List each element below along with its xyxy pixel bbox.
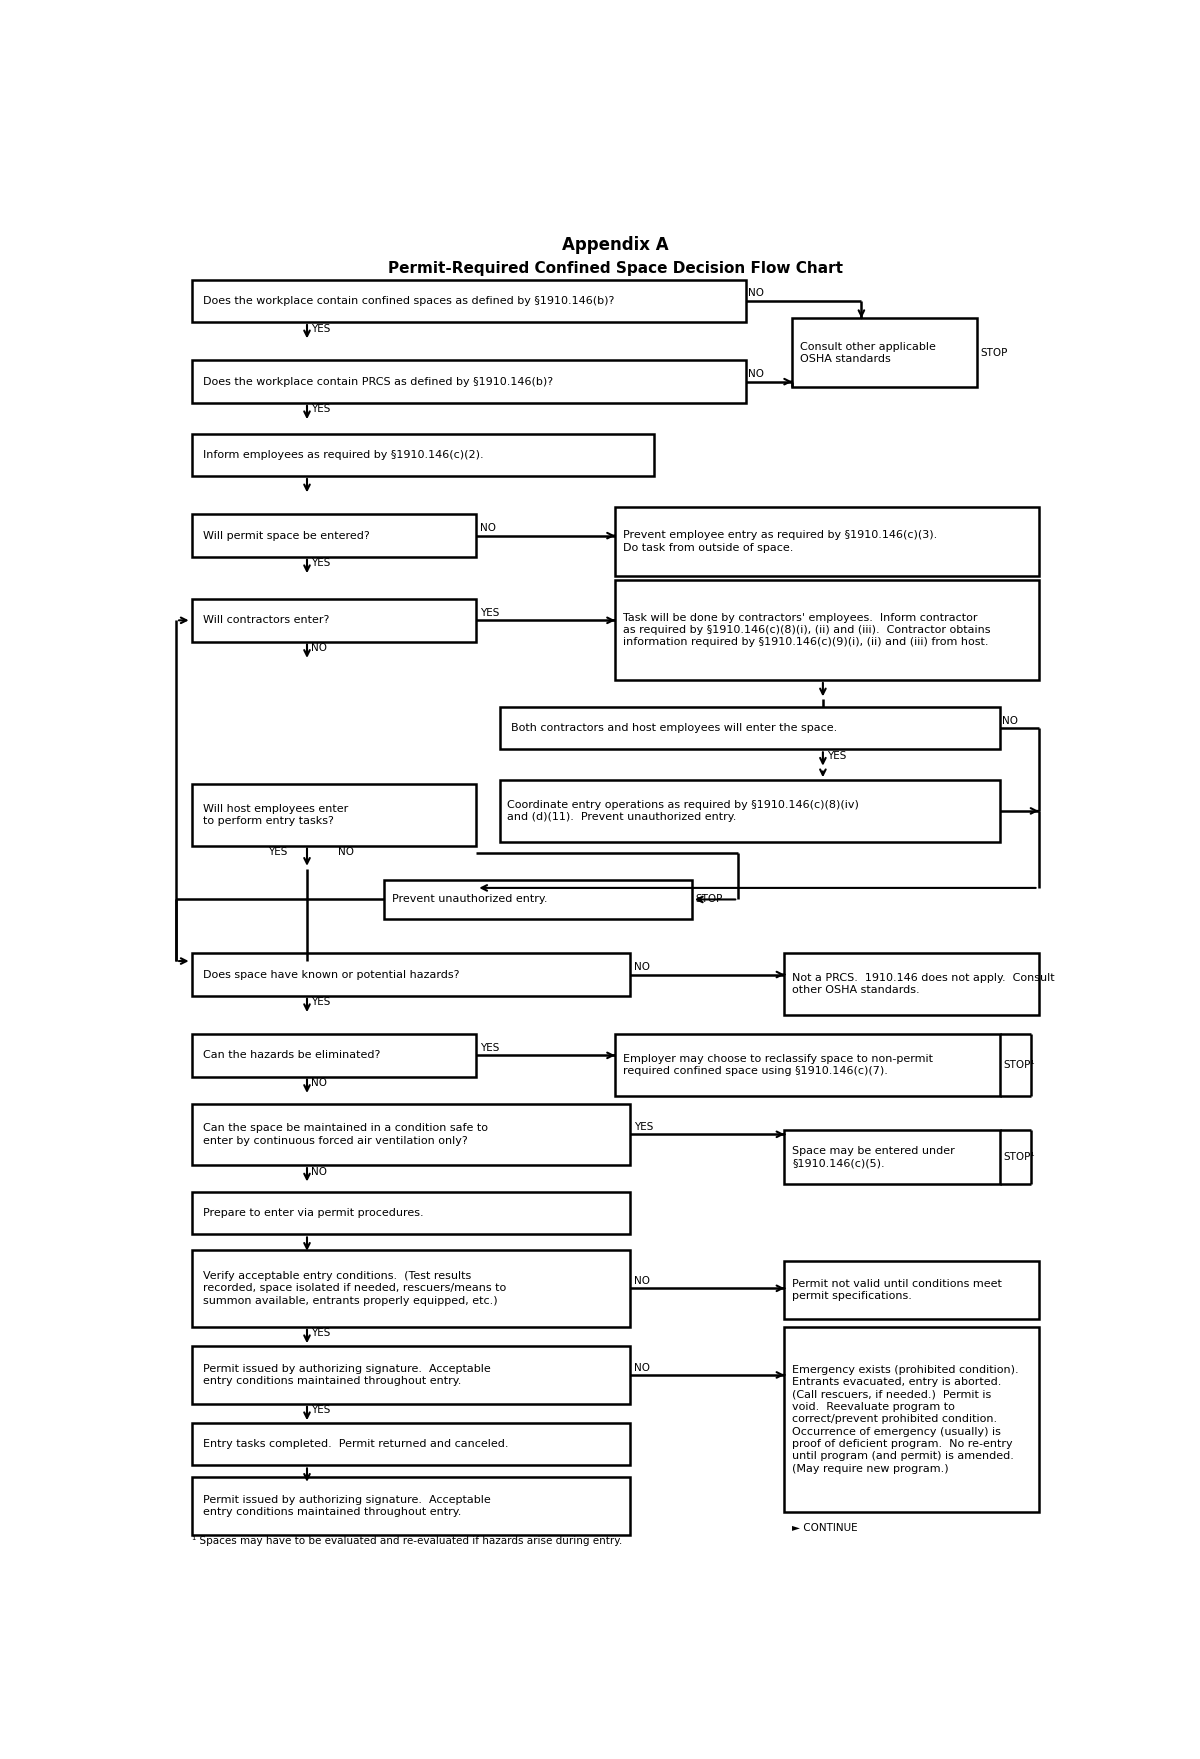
Text: STOP¹: STOP¹	[1004, 1152, 1036, 1163]
Text: Permit issued by authorizing signature.  Acceptable
entry conditions maintained : Permit issued by authorizing signature. …	[203, 1495, 491, 1516]
Text: Permit-Required Confined Space Decision Flow Chart: Permit-Required Confined Space Decision …	[388, 260, 842, 276]
Text: YES: YES	[311, 558, 330, 568]
Bar	[785, 953, 1038, 1015]
Bar	[192, 434, 654, 477]
Text: Permit not valid until conditions meet
permit specifications.: Permit not valid until conditions meet p…	[792, 1279, 1002, 1302]
Text: YES: YES	[311, 1328, 330, 1339]
Text: STOP¹: STOP¹	[1004, 1061, 1036, 1069]
Text: Does the workplace contain confined spaces as defined by §1910.146(b)?: Does the workplace contain confined spac…	[203, 296, 614, 306]
Text: YES: YES	[311, 1405, 330, 1416]
Text: NO: NO	[1002, 716, 1019, 726]
Text: NO: NO	[635, 1275, 650, 1286]
Text: NO: NO	[338, 848, 354, 857]
Bar	[616, 580, 1038, 681]
Text: Space may be entered under
§1910.146(c)(5).: Space may be entered under §1910.146(c)(…	[792, 1147, 955, 1168]
Text: Employer may choose to reclassify space to non-permit
required confined space us: Employer may choose to reclassify space …	[623, 1054, 932, 1077]
Bar	[192, 785, 476, 846]
Text: Will contractors enter?: Will contractors enter?	[203, 616, 330, 626]
Text: Prepare to enter via permit procedures.: Prepare to enter via permit procedures.	[203, 1208, 424, 1219]
Text: Coordinate entry operations as required by §1910.146(c)(8)(iv)
and (d)(11).  Pre: Coordinate entry operations as required …	[508, 800, 859, 821]
Text: Task will be done by contractors' employees.  Inform contractor
as required by §: Task will be done by contractors' employ…	[623, 612, 990, 647]
Text: ¹ Spaces may have to be evaluated and re-evaluated if hazards arise during entry: ¹ Spaces may have to be evaluated and re…	[192, 1536, 622, 1546]
Text: Can the hazards be eliminated?: Can the hazards be eliminated?	[203, 1050, 380, 1061]
Text: Appendix A: Appendix A	[562, 236, 668, 253]
Bar	[384, 880, 692, 918]
Text: STOP: STOP	[980, 348, 1008, 357]
Text: Emergency exists (prohibited condition).
Entrants evacuated, entry is aborted.
(: Emergency exists (prohibited condition).…	[792, 1365, 1019, 1474]
Bar	[192, 953, 630, 996]
Text: YES: YES	[827, 751, 846, 762]
Bar	[192, 1346, 630, 1404]
Bar	[192, 600, 476, 642]
Text: YES: YES	[480, 609, 499, 617]
Bar	[192, 1034, 476, 1077]
Bar	[785, 1261, 1038, 1319]
Bar	[192, 1103, 630, 1164]
Text: Not a PRCS.  1910.146 does not apply.  Consult
other OSHA standards.: Not a PRCS. 1910.146 does not apply. Con…	[792, 973, 1055, 996]
Text: NO: NO	[635, 962, 650, 973]
Bar	[192, 514, 476, 558]
Text: NO: NO	[635, 1363, 650, 1372]
Text: YES: YES	[269, 848, 288, 857]
Text: YES: YES	[311, 324, 330, 334]
Text: Entry tasks completed.  Permit returned and canceled.: Entry tasks completed. Permit returned a…	[203, 1439, 509, 1449]
Bar	[192, 1251, 630, 1326]
Text: Can the space be maintained in a condition safe to
enter by continuous forced ai: Can the space be maintained in a conditi…	[203, 1122, 488, 1145]
Text: Verify acceptable entry conditions.  (Test results
recorded, space isolated if n: Verify acceptable entry conditions. (Tes…	[203, 1272, 506, 1305]
Text: NO: NO	[749, 369, 764, 380]
Bar	[785, 1131, 1000, 1184]
Text: YES: YES	[480, 1043, 499, 1054]
Text: Consult other applicable
OSHA standards: Consult other applicable OSHA standards	[800, 341, 936, 364]
Text: Will host employees enter
to perform entry tasks?: Will host employees enter to perform ent…	[203, 804, 348, 827]
Bar	[192, 1193, 630, 1235]
Bar	[616, 1034, 1000, 1096]
Text: Prevent employee entry as required by §1910.146(c)(3).
Do task from outside of s: Prevent employee entry as required by §1…	[623, 529, 937, 552]
Text: NO: NO	[480, 524, 497, 533]
Text: YES: YES	[635, 1122, 654, 1133]
Bar	[192, 361, 746, 403]
Text: Both contractors and host employees will enter the space.: Both contractors and host employees will…	[511, 723, 838, 734]
Text: Does space have known or potential hazards?: Does space have known or potential hazar…	[203, 969, 460, 980]
Bar	[192, 1423, 630, 1465]
Text: YES: YES	[311, 997, 330, 1008]
Bar	[785, 1326, 1038, 1511]
Bar	[192, 280, 746, 322]
Bar	[499, 707, 1000, 749]
Text: NO: NO	[311, 1166, 326, 1177]
Bar	[192, 1478, 630, 1534]
Text: ► CONTINUE: ► CONTINUE	[792, 1523, 858, 1534]
Text: YES: YES	[311, 405, 330, 415]
Bar	[616, 507, 1038, 575]
Text: NO: NO	[311, 644, 326, 653]
Text: Permit issued by authorizing signature.  Acceptable
entry conditions maintained : Permit issued by authorizing signature. …	[203, 1363, 491, 1386]
Text: Prevent unauthorized entry.: Prevent unauthorized entry.	[391, 895, 547, 904]
Text: Will permit space be entered?: Will permit space be entered?	[203, 531, 370, 540]
Text: Inform employees as required by §1910.146(c)(2).: Inform employees as required by §1910.14…	[203, 450, 484, 459]
Text: NO: NO	[749, 288, 764, 299]
Text: STOP: STOP	[696, 895, 724, 904]
Text: NO: NO	[311, 1078, 326, 1089]
Bar	[499, 779, 1000, 843]
Text: Does the workplace contain PRCS as defined by §1910.146(b)?: Does the workplace contain PRCS as defin…	[203, 376, 553, 387]
Bar	[792, 318, 977, 387]
